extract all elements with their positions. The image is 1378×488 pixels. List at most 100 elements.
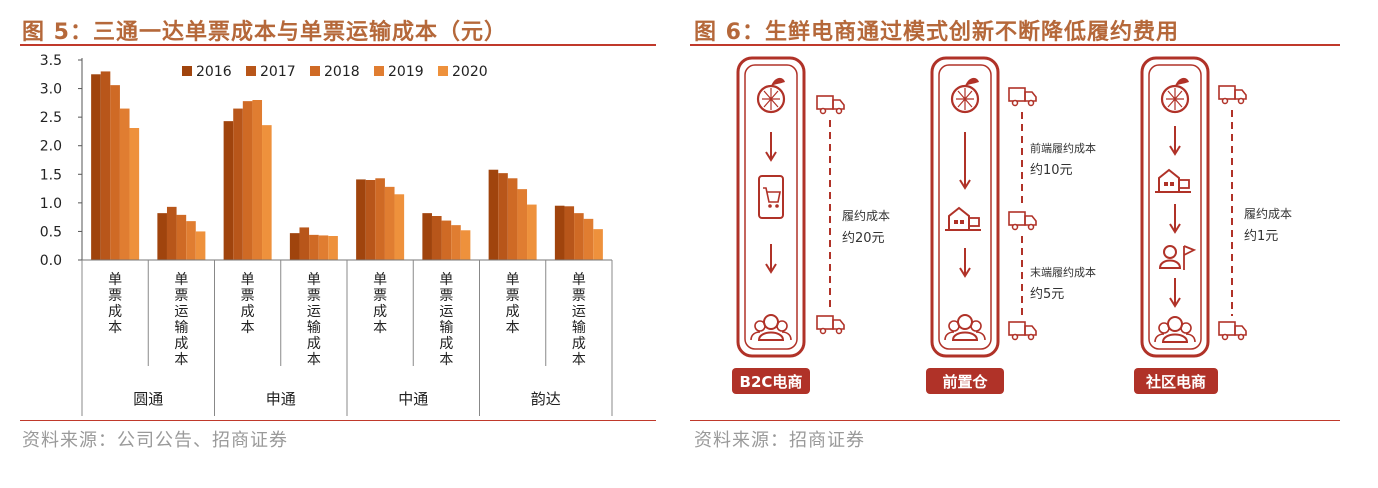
truck-icon <box>1008 87 1037 107</box>
bar-2018 <box>110 85 120 260</box>
bar-2018 <box>176 214 187 260</box>
x-subcategory-label: 单 <box>439 272 453 288</box>
fig5-title: 图 5：三通一达单票成本与单票运输成本（元） <box>22 20 507 45</box>
panel-front-last-line2: 约5元 <box>1030 287 1064 302</box>
bar-2019 <box>451 225 461 260</box>
x-subcategory-label: 成 <box>241 304 255 320</box>
x-subcategory-label: 成 <box>506 304 520 320</box>
y-tick-label: 0.0 <box>40 253 62 269</box>
bar-2016 <box>289 233 300 260</box>
x-subcategory-label: 票 <box>307 288 321 304</box>
fig5-bottom-rule <box>20 420 656 421</box>
panel-b2c-cost-line1: 履约成本 <box>842 208 890 223</box>
bar-2018 <box>507 178 518 260</box>
x-subcategory-label: 运 <box>439 304 453 320</box>
bar-2019 <box>119 108 130 260</box>
truck-icon <box>816 315 845 335</box>
x-subcategory-label: 成 <box>373 304 387 320</box>
x-group-label: 韵达 <box>531 390 561 408</box>
x-subcategory-label: 票 <box>174 288 188 304</box>
bar-2017 <box>498 173 508 260</box>
bar-2020 <box>129 128 140 260</box>
bar-2019 <box>318 235 329 260</box>
panel-front-label: 前置仓 <box>942 373 988 391</box>
x-subcategory-label: 本 <box>174 352 188 368</box>
legend-label-2018: 2018 <box>324 64 360 80</box>
people-icon <box>1154 316 1196 343</box>
x-subcategory-label: 成 <box>572 336 586 352</box>
panel-community-inner-frame <box>1148 64 1202 350</box>
x-subcategory-label: 单 <box>108 272 122 288</box>
arrow-down-icon <box>1169 203 1181 233</box>
legend-label-2019: 2019 <box>388 64 424 80</box>
arrow-down-icon <box>1169 125 1181 155</box>
x-subcategory-label: 输 <box>174 320 188 336</box>
y-tick-label: 3.5 <box>40 53 62 69</box>
fruit-icon <box>950 76 981 114</box>
fruit-icon <box>756 76 787 114</box>
x-subcategory-label: 单 <box>572 272 586 288</box>
x-subcategory-label: 票 <box>108 288 122 304</box>
y-tick-label: 1.5 <box>40 167 62 183</box>
y-tick-label: 2.5 <box>40 110 62 126</box>
fig6-bottom-rule <box>690 420 1340 421</box>
bar-2020 <box>262 125 272 261</box>
fig5-title-rule <box>20 44 656 46</box>
truck-icon <box>1218 321 1247 341</box>
bar-2020 <box>195 231 206 260</box>
x-subcategory-label: 运 <box>174 304 188 320</box>
panel-b2c-inner-frame <box>744 64 798 350</box>
y-tick-label: 2.0 <box>40 139 62 155</box>
warehouse-icon <box>944 207 982 231</box>
bar-2019 <box>583 218 594 260</box>
x-group-label: 圆通 <box>133 390 163 408</box>
fig6-title-rule <box>690 44 1340 46</box>
truck-icon <box>1218 85 1247 105</box>
panel-community-cost-line2: 约1元 <box>1244 229 1278 244</box>
x-subcategory-label: 输 <box>572 320 586 336</box>
x-subcategory-label: 输 <box>439 320 453 336</box>
fulfillment-diagram: B2C电商 履约成本 约20元 前置仓 前端履约成本 约10元 末端履约成本 约… <box>732 56 1292 394</box>
truck-icon <box>816 95 845 115</box>
panel-community-label: 社区电商 <box>1145 373 1206 391</box>
x-subcategory-label: 本 <box>241 320 255 336</box>
x-subcategory-label: 本 <box>307 352 321 368</box>
x-subcategory-label: 成 <box>439 336 453 352</box>
arrow-down-icon <box>959 132 971 190</box>
arrow-down-icon <box>959 247 971 277</box>
bar-2019 <box>186 221 196 260</box>
bar-2020 <box>328 236 338 260</box>
panel-b2c-cost-line2: 约20元 <box>842 231 885 246</box>
x-subcategory-label: 成 <box>307 336 321 352</box>
bar-2019 <box>384 186 395 260</box>
cost-bar-chart: 0.00.51.01.52.02.53.03.5单票成本单票运输成本单票成本单票… <box>40 53 613 416</box>
panel-front-front-line1: 前端履约成本 <box>1030 141 1096 155</box>
mobile-cart-icon <box>758 175 784 219</box>
bar-2017 <box>365 180 376 260</box>
bar-2017 <box>431 216 442 260</box>
fig6-source: 资料来源：招商证券 <box>694 430 865 451</box>
legend-label-2020: 2020 <box>452 64 488 80</box>
x-subcategory-label: 单 <box>174 272 188 288</box>
x-subcategory-label: 本 <box>108 320 122 336</box>
panel-b2c-label: B2C电商 <box>740 373 803 391</box>
arrow-down-icon <box>1169 277 1181 307</box>
bar-2017 <box>299 227 310 260</box>
people-icon <box>944 314 986 341</box>
x-subcategory-label: 本 <box>373 320 387 336</box>
bar-2016 <box>554 205 565 260</box>
y-tick-label: 1.0 <box>40 196 62 212</box>
legend-swatch-2019 <box>374 66 384 76</box>
legend-label-2016: 2016 <box>196 64 232 80</box>
x-subcategory-label: 运 <box>307 304 321 320</box>
bar-2019 <box>517 189 528 260</box>
arrow-down-icon <box>765 243 777 273</box>
x-subcategory-label: 运 <box>572 304 586 320</box>
x-subcategory-label: 单 <box>241 272 255 288</box>
bar-2016 <box>223 121 234 261</box>
bar-2020 <box>460 230 471 260</box>
x-group-label: 申通 <box>266 390 296 408</box>
bar-2018 <box>574 213 584 260</box>
bar-2016 <box>422 213 432 260</box>
bar-2020 <box>593 229 603 260</box>
